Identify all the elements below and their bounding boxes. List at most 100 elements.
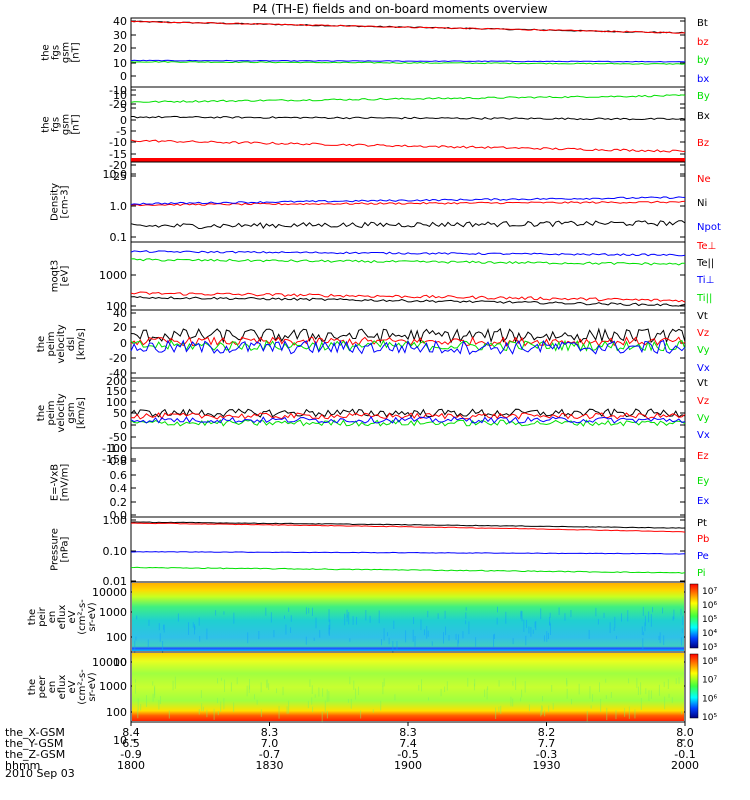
series-line-red [130, 336, 686, 347]
y-axis-label: [km/s] [76, 328, 87, 360]
y-tick-label: -20 [109, 159, 127, 172]
y-tick-label: -100 [102, 442, 127, 455]
y-axis-label: Pressure [50, 528, 61, 571]
y-tick-label: 50 [113, 407, 127, 420]
series-line-blue [130, 250, 686, 257]
y-axis-label: fgs [51, 117, 62, 132]
series-line-black [130, 296, 686, 307]
y-axis-label: en [47, 611, 58, 624]
y-tick-label: 10000 [92, 586, 127, 599]
x-tick-label: 1930 [533, 759, 561, 772]
series-line-blue [130, 59, 686, 63]
y-tick-label: 30 [113, 29, 127, 42]
series-line-green [130, 419, 686, 427]
y-tick-label: -15 [109, 148, 127, 161]
x-tick-label: 8.4 [122, 726, 140, 739]
series-line-black [130, 521, 686, 529]
y-axis-label: peir [37, 606, 48, 626]
series-line-green [130, 94, 686, 103]
y-axis-label: the [36, 405, 47, 421]
y-axis-label: sr-eV) [87, 672, 98, 701]
y-tick-label: -5 [116, 125, 127, 138]
y-tick-label: 10000 [92, 656, 127, 669]
y-tick-label: 100 [106, 706, 127, 719]
x-tick-label: 8.3 [261, 726, 279, 739]
legend-label: bz [697, 37, 709, 48]
y-axis-label: moqt3 [50, 260, 61, 293]
legend-label: Te|| [696, 258, 714, 269]
x-tick-label: 7.0 [261, 737, 279, 750]
y-tick-label: 150 [106, 385, 127, 398]
y-axis-label: peim [46, 331, 57, 356]
legend-label: by [697, 55, 709, 66]
legend-label: Vy [697, 345, 710, 356]
legend-label: Ne [697, 174, 711, 185]
panel-9: 10000 1000 100 10 the peir en eflux eV (cm²-s-sr-… [27, 581, 717, 669]
y-tick-label: 1.00 [103, 514, 128, 527]
chart-title: P4 (TH-E) fields and on-board moments ov… [252, 2, 547, 16]
y-tick-label: 10 [113, 734, 127, 747]
panel-7: 1.00.80.60.40.20.0 E=-VxB [mV/m] Ez Ey Ex [50, 442, 710, 522]
y-axis-label: fgs [51, 45, 62, 60]
series-line-black [130, 327, 686, 344]
x-tick-label: -0.7 [259, 748, 280, 761]
series-line-black [131, 115, 686, 121]
legend-label: Vx [697, 363, 710, 374]
y-tick-label: 1000 [99, 680, 127, 693]
y-axis-label: velocity [56, 324, 67, 363]
legend-label: Pb [697, 534, 709, 545]
y-axis-label: [mV/m] [60, 464, 71, 502]
colorbar-tick: 10⁶ [702, 694, 717, 704]
legend-label: Ey [697, 476, 709, 487]
y-axis-label: dsl [66, 337, 77, 351]
colorbar-tick: 10³ [702, 643, 717, 653]
y-tick-label: 0 [120, 337, 127, 350]
y-tick-label: 10 [113, 656, 127, 669]
y-tick-label: 200 [106, 375, 127, 388]
x-row-label: the_X-GSM [5, 726, 65, 739]
y-tick-label: 20 [113, 42, 127, 55]
legend-label: Bx [697, 111, 710, 122]
x-tick-label: 1900 [394, 759, 422, 772]
x-row-label: the_Y-GSM [5, 737, 63, 750]
x-tick-label: -0.9 [120, 748, 141, 761]
colorbar-tick: 10⁷ [702, 587, 717, 597]
y-axis-label: velocity [56, 393, 67, 432]
y-axis-label: peim [46, 400, 57, 425]
y-tick-label: -40 [109, 367, 127, 380]
x-tick-label: 8.0 [676, 726, 694, 739]
legend-label: Vz [697, 328, 709, 339]
x-tick-label: 8.2 [538, 726, 556, 739]
gap-marker [131, 158, 685, 162]
y-axis-label: the [41, 116, 52, 132]
legend-label: Ti|| [696, 293, 712, 304]
legend-label: Vt [697, 311, 708, 322]
x-row-label: hhmm [5, 759, 40, 772]
x-tick-label: -0.3 [536, 748, 557, 761]
y-tick-label: 5 [120, 102, 127, 115]
legend-label: Ti⊥ [696, 275, 714, 286]
series-line-green [130, 258, 686, 266]
series-line-black [130, 220, 686, 230]
x-tick-label: 7.7 [538, 737, 556, 750]
legend-label: Vx [697, 430, 710, 441]
y-axis-label: eflux [57, 675, 68, 700]
panel-4: 1000 100 moqt3 [eV] Te⊥ Te|| Ti⊥ Ti|| [50, 241, 717, 313]
y-tick-label: 1000 [99, 606, 127, 619]
y-axis-label: [nPa] [60, 536, 71, 562]
y-tick-label: 20 [113, 321, 127, 334]
y-axis-label: eV [67, 680, 78, 693]
y-tick-label: 0.01 [103, 575, 128, 588]
colorbar-tick: 10⁸ [702, 657, 717, 667]
panel-3: 10.0 1.0 0.1 Density [cm-3] Ne Ni Npot [50, 161, 721, 244]
y-axis-label: [nT] [71, 114, 82, 134]
y-tick-label: 40 [113, 307, 127, 320]
y-tick-label: -10 [109, 136, 127, 149]
y-axis-label: gsm [61, 114, 72, 135]
y-tick-label: 0.1 [110, 231, 128, 244]
y-axis-label: the [41, 44, 52, 60]
date-label: 2010 Sep 03 [5, 767, 75, 780]
